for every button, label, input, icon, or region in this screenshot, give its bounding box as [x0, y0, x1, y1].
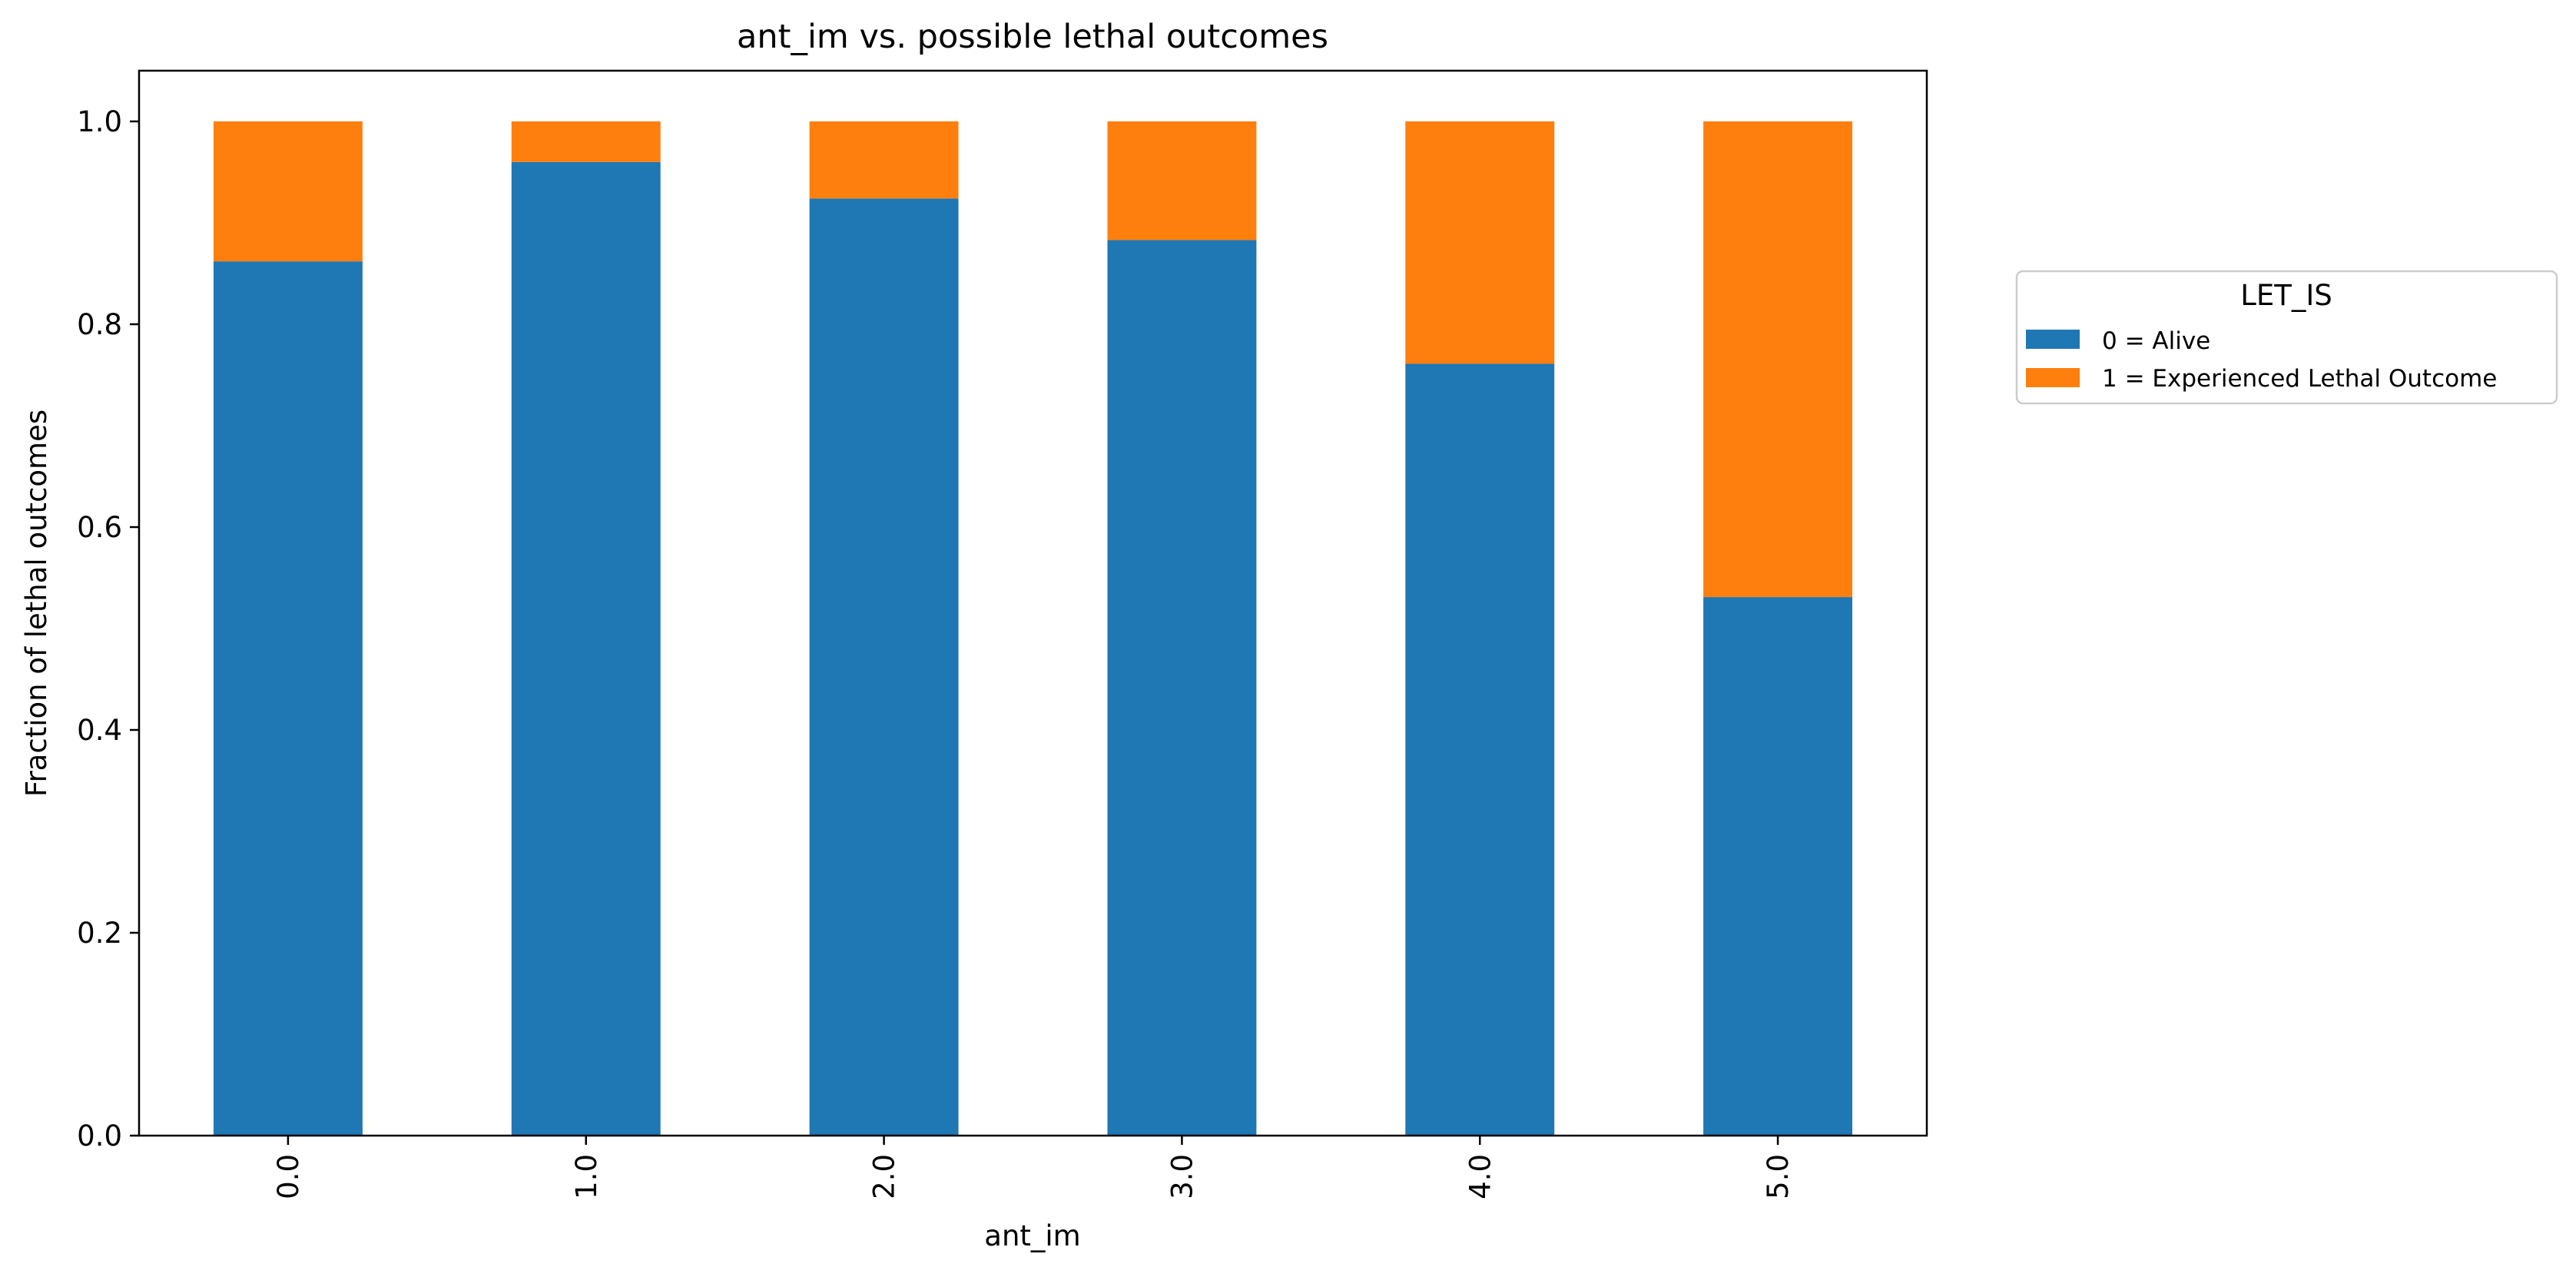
plot-frame [138, 69, 1928, 1137]
y-tick-label: 0.2 [77, 917, 122, 950]
y-tick-label: 0.8 [77, 308, 122, 341]
bar-lethal-outcome-1-0 [511, 121, 661, 162]
y-axis-label: Fraction of lethal outcomes [20, 410, 53, 797]
bar-alive-4-0 [1405, 363, 1555, 1136]
x-tick-label: 2.0 [868, 1154, 901, 1199]
x-axis: 0.0 1.0 2.0 3.0 4.0 5.0 [272, 1136, 1795, 1199]
legend-label-alive: 0 = Alive [2102, 327, 2210, 355]
bar-lethal-outcome-2-0 [809, 121, 959, 199]
y-tick-label: 1.0 [77, 105, 122, 138]
y-tick-label: 0.4 [77, 714, 122, 747]
legend-swatch-alive [2026, 330, 2080, 349]
y-tick-label: 0.6 [77, 511, 122, 544]
bar-alive-1-0 [511, 161, 661, 1136]
chart-title: ant_im vs. possible lethal outcomes [737, 18, 1328, 56]
x-tick-label: 3.0 [1165, 1154, 1198, 1199]
bar-lethal-outcome-3-0 [1107, 121, 1257, 240]
legend-frame [2015, 270, 2558, 405]
legend-label-lethal-outcome: 1 = Experienced Lethal Outcome [2102, 365, 2497, 393]
y-axis: 0.0 0.2 0.4 0.6 0.8 1.0 [77, 105, 139, 1153]
legend: LET_IS 0 = Alive 1 = Experienced Lethal … [2015, 270, 2558, 405]
bar-lethal-outcome-5-0 [1703, 121, 1853, 598]
bar-alive-2-0 [809, 198, 959, 1136]
legend-swatch-lethal-outcome [2026, 368, 2080, 387]
y-tick-label: 0.0 [77, 1119, 122, 1153]
bar-lethal-outcome-0-0 [213, 121, 363, 262]
x-tick-label: 5.0 [1762, 1154, 1795, 1199]
x-tick-label: 1.0 [570, 1154, 603, 1199]
legend-title: LET_IS [2240, 279, 2332, 312]
x-tick-label: 4.0 [1464, 1154, 1497, 1199]
bar-lethal-outcome-4-0 [1405, 121, 1555, 364]
bar-alive-3-0 [1107, 240, 1257, 1136]
x-axis-label: ant_im [984, 1219, 1080, 1252]
bars-layer [213, 121, 1853, 1136]
bar-alive-0-0 [213, 261, 363, 1136]
x-tick-label: 0.0 [272, 1154, 305, 1199]
bar-alive-5-0 [1703, 597, 1853, 1136]
